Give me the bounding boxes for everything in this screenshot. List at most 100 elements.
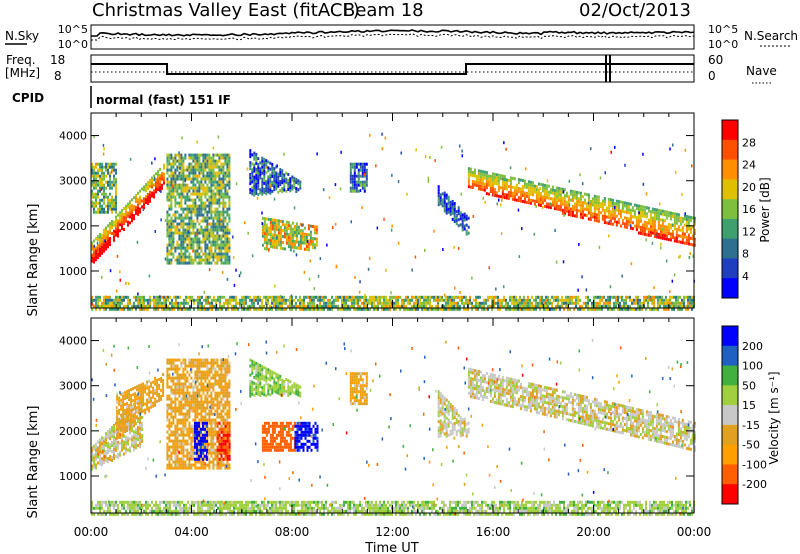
data-cell bbox=[228, 258, 231, 262]
data-cell bbox=[140, 410, 143, 414]
data-cell bbox=[353, 301, 355, 305]
data-cell bbox=[447, 207, 450, 211]
data-cell bbox=[267, 184, 270, 188]
data-cell bbox=[267, 175, 270, 179]
data-cell bbox=[206, 177, 209, 181]
data-cell bbox=[172, 165, 175, 169]
data-cell bbox=[429, 301, 431, 305]
data-cell bbox=[275, 177, 278, 181]
data-cell bbox=[101, 442, 103, 446]
data-cell bbox=[95, 165, 97, 169]
data-cell bbox=[121, 215, 123, 219]
data-cell bbox=[281, 190, 284, 194]
data-cell bbox=[128, 404, 131, 408]
data-cell bbox=[101, 180, 103, 184]
data-cell bbox=[162, 382, 165, 385]
data-cell bbox=[673, 239, 676, 243]
data-cell bbox=[119, 217, 121, 221]
data-cell bbox=[309, 236, 312, 240]
data-cell bbox=[343, 295, 345, 299]
data-cell bbox=[119, 450, 121, 454]
data-cell bbox=[187, 301, 189, 305]
data-cell bbox=[311, 301, 313, 305]
data-cell bbox=[639, 307, 641, 311]
data-cell bbox=[639, 210, 642, 214]
data-cell bbox=[168, 189, 171, 193]
data-cell bbox=[675, 239, 678, 243]
data-cell bbox=[585, 288, 588, 292]
data-cell bbox=[101, 183, 103, 187]
data-cell bbox=[679, 234, 682, 238]
data-cell bbox=[565, 295, 567, 299]
data-cell bbox=[136, 415, 139, 419]
data-cell bbox=[475, 295, 477, 299]
data-cell bbox=[535, 205, 537, 208]
data-cell bbox=[166, 418, 169, 422]
data-cell bbox=[537, 304, 539, 308]
data-cell bbox=[192, 249, 194, 253]
data-cell bbox=[509, 185, 512, 189]
data-cell bbox=[265, 217, 268, 221]
data-cell bbox=[91, 455, 93, 459]
data-cell bbox=[107, 245, 109, 249]
data-cell bbox=[267, 298, 269, 302]
data-cell bbox=[573, 214, 576, 218]
data-cell bbox=[687, 221, 690, 225]
data-cell bbox=[653, 220, 656, 223]
data-cell bbox=[343, 301, 345, 305]
data-cell bbox=[405, 298, 407, 302]
data-cell bbox=[93, 168, 95, 172]
data-cell bbox=[471, 304, 473, 308]
data-cell bbox=[249, 173, 252, 177]
data-cell bbox=[228, 174, 231, 178]
data-cell bbox=[222, 240, 225, 244]
data-cell bbox=[377, 304, 379, 308]
data-cell bbox=[543, 204, 546, 208]
data-cell bbox=[111, 444, 113, 447]
data-cell bbox=[613, 208, 616, 212]
data-cell bbox=[665, 234, 668, 238]
data-cell bbox=[101, 162, 103, 166]
data-cell bbox=[653, 235, 656, 238]
data-cell bbox=[182, 225, 185, 229]
data-cell bbox=[537, 191, 540, 195]
data-cell bbox=[605, 215, 608, 219]
data-cell bbox=[99, 441, 101, 445]
data-cell bbox=[565, 203, 568, 207]
data-cell bbox=[479, 304, 481, 308]
data-cell bbox=[128, 392, 131, 396]
data-cell bbox=[295, 234, 298, 238]
data-cell bbox=[685, 227, 688, 230]
data-cell bbox=[186, 165, 189, 169]
data-cell bbox=[281, 175, 284, 179]
data-cell bbox=[178, 412, 181, 416]
data-cell bbox=[569, 207, 572, 211]
data-cell bbox=[317, 307, 319, 311]
data-cell bbox=[369, 301, 371, 305]
data-cell bbox=[161, 295, 163, 299]
data-cell bbox=[345, 304, 347, 308]
data-cell bbox=[649, 225, 652, 229]
data-cell bbox=[467, 179, 470, 183]
data-cell bbox=[210, 159, 213, 163]
data-cell bbox=[492, 193, 495, 197]
data-cell bbox=[457, 218, 460, 222]
data-cell bbox=[397, 301, 399, 305]
data-cell bbox=[105, 441, 107, 445]
data-cell bbox=[351, 304, 353, 308]
data-cell bbox=[148, 397, 151, 401]
data-cell bbox=[184, 400, 187, 404]
data-cell bbox=[477, 301, 479, 305]
data-cell bbox=[523, 307, 525, 311]
data-cell bbox=[133, 412, 135, 416]
data-cell bbox=[109, 455, 111, 459]
data-cell bbox=[226, 207, 229, 211]
data-cell bbox=[663, 225, 666, 229]
data-cell bbox=[297, 188, 300, 192]
data-cell bbox=[91, 200, 93, 204]
data-cell bbox=[269, 230, 272, 234]
data-cell bbox=[593, 194, 596, 198]
data-cell bbox=[627, 220, 630, 224]
data-cell bbox=[227, 301, 229, 305]
data-cell bbox=[216, 228, 219, 232]
